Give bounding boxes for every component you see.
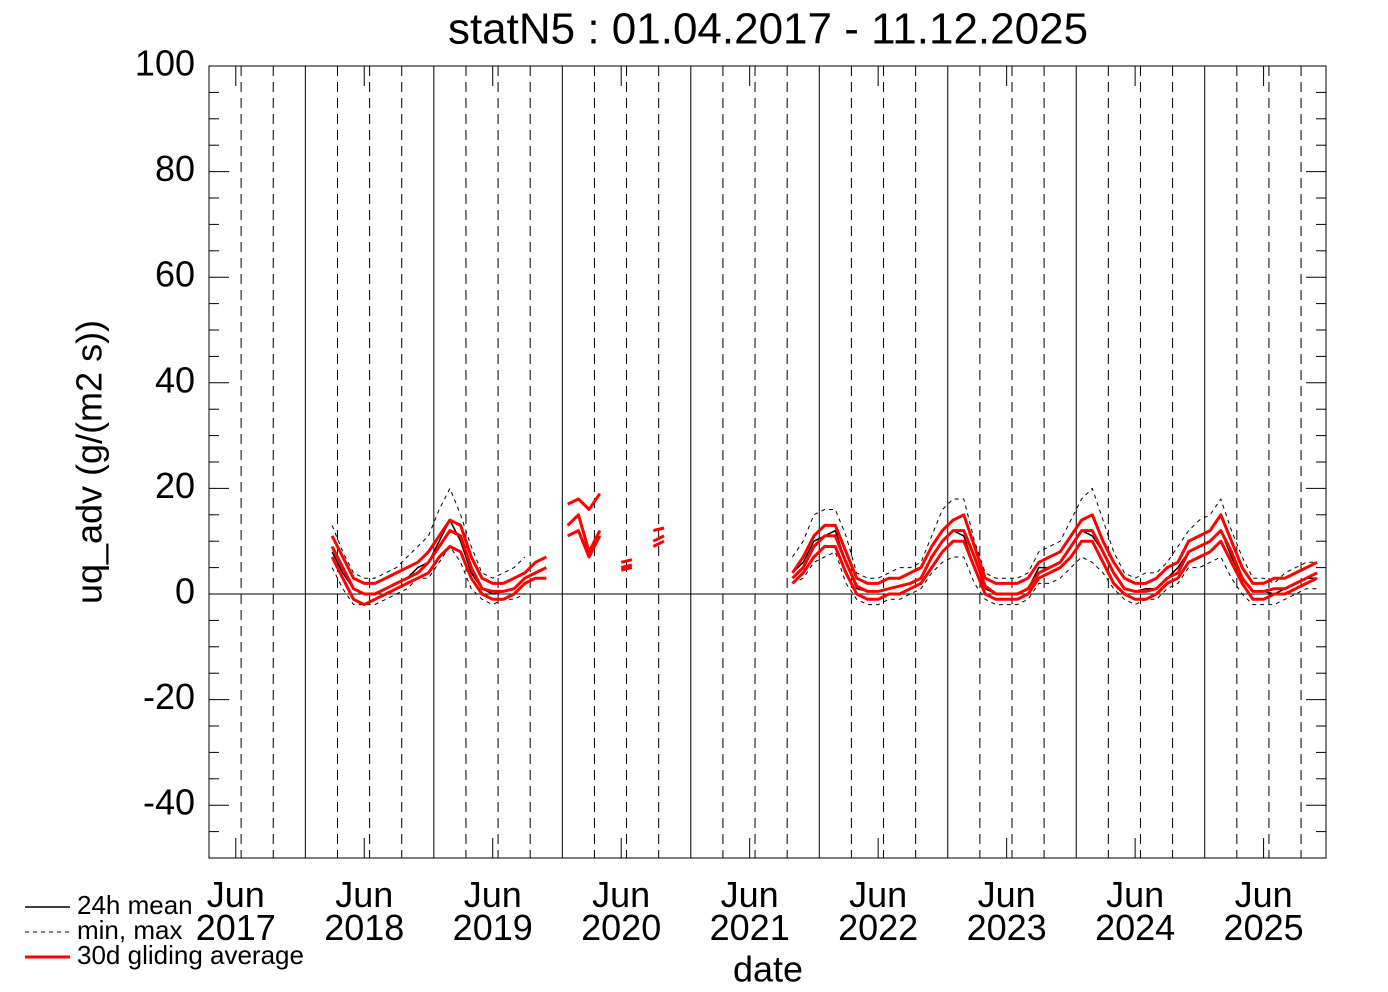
y-axis-label: uq_adv (g/(m2 s)) [69, 320, 110, 604]
legend-label: 24h mean [77, 890, 193, 920]
x-tick-label: Jun 2025 [1223, 874, 1304, 948]
x-tick-label: Jun 2020 [581, 874, 662, 948]
legend-label: min, max [77, 915, 182, 945]
series-line [330, 529, 1318, 607]
x-tick-label: Jun 2024 [1095, 874, 1176, 948]
chart-title: statN5 : 01.04.2017 - 11.12.2025 [448, 5, 1088, 54]
x-tick-label: Jun 2018 [324, 874, 405, 948]
y-tick-label: 0 [175, 571, 195, 612]
series-line [331, 546, 1318, 606]
y-tick-label: 80 [155, 148, 195, 189]
y-tick-label: 60 [155, 254, 195, 295]
y-tick-label: -40 [143, 782, 195, 823]
y-tick-label: 100 [135, 43, 195, 84]
series-line [330, 513, 1318, 596]
x-tick-label: Jun 2022 [838, 874, 919, 948]
y-tick-label: 40 [155, 359, 195, 400]
x-tick-label: Jun 2021 [709, 874, 790, 948]
x-axis-label: date [733, 949, 803, 990]
x-tick-label: Jun 2019 [452, 874, 533, 948]
series-line [331, 487, 1318, 584]
series-line [330, 492, 1318, 585]
plot-frame [208, 65, 1327, 859]
legend-label: 30d gliding average [77, 940, 304, 970]
y-tick-label: -20 [143, 676, 195, 717]
x-tick-label: Jun 2023 [966, 874, 1047, 948]
y-tick-label: 20 [155, 465, 195, 506]
x-tick-label: Jun 2017 [195, 874, 276, 948]
